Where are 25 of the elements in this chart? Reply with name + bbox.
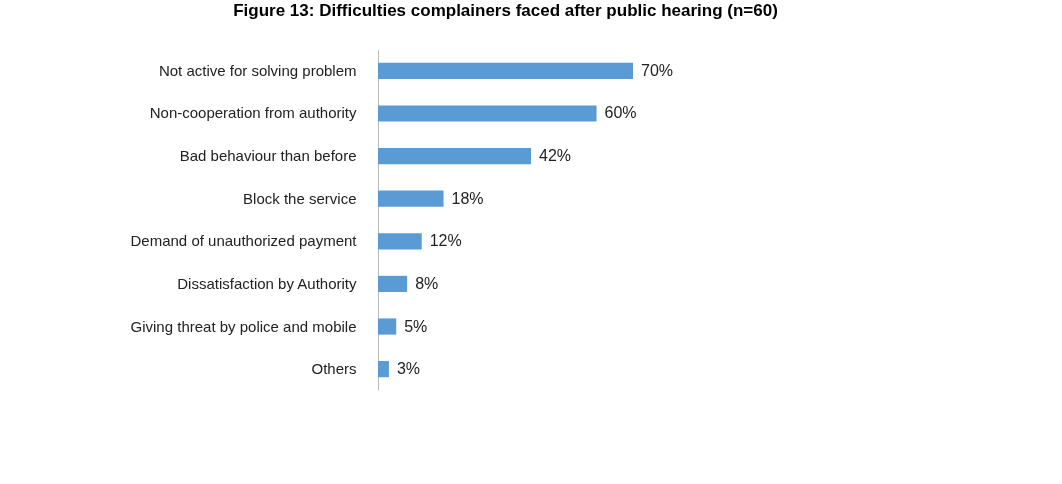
y-tick-label: Bad behaviour than before bbox=[179, 147, 357, 165]
bar bbox=[378, 233, 422, 250]
data-label: 18% bbox=[451, 189, 484, 207]
y-tick-label: Giving threat by police and mobile bbox=[130, 317, 357, 335]
data-label: 5% bbox=[404, 317, 428, 335]
y-tick-label: Demand of unauthorized payment bbox=[130, 232, 358, 250]
chart-title: Figure 13: Difficulties complainers faced after public hearing (n=60) bbox=[233, 1, 778, 20]
y-tick-label: Dissatisfaction by Authority bbox=[177, 274, 357, 292]
y-tick-label: Not active for solving problem bbox=[158, 61, 357, 79]
bar bbox=[378, 105, 597, 122]
data-label: 8% bbox=[415, 274, 439, 292]
data-label: 70% bbox=[641, 61, 674, 79]
bar bbox=[378, 318, 397, 335]
bar bbox=[378, 147, 531, 165]
data-label: 60% bbox=[604, 104, 637, 122]
data-label: 12% bbox=[429, 232, 462, 250]
bar bbox=[378, 62, 633, 79]
bar bbox=[378, 275, 408, 293]
data-label: 3% bbox=[396, 360, 421, 378]
y-tick-label: Block the service bbox=[243, 189, 357, 207]
y-tick-label: Non-cooperation from authority bbox=[149, 104, 357, 122]
y-tick-label: Others bbox=[311, 360, 357, 378]
data-label: 42% bbox=[539, 147, 572, 165]
bar bbox=[378, 361, 389, 378]
bar bbox=[378, 190, 444, 207]
